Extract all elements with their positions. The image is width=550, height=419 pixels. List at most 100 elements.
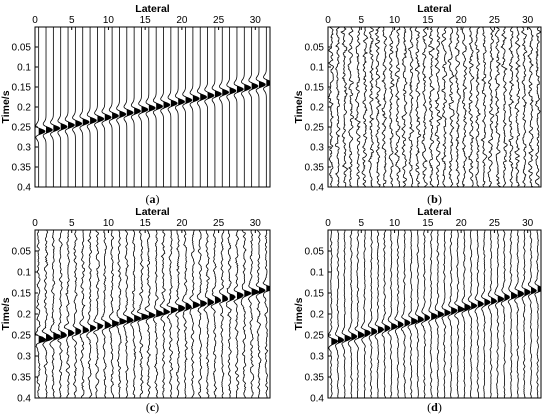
y-tick-label: 0.25 <box>305 123 325 134</box>
trace-6 <box>72 27 83 187</box>
trace-19 <box>166 230 179 398</box>
trace-15 <box>136 230 150 398</box>
event-fill-trace-12 <box>404 315 411 331</box>
y-tick-label: 0.05 <box>12 43 32 54</box>
event-fill-trace-6 <box>75 116 82 131</box>
y-tick-label: 0.1 <box>310 268 324 279</box>
event-fill-trace-1 <box>38 124 45 139</box>
event-fill-trace-26 <box>222 85 229 100</box>
trace-7 <box>367 230 378 398</box>
event-fill-trace-11 <box>397 317 404 333</box>
trace-32 <box>534 230 541 398</box>
y-tick-label: 0.3 <box>310 352 324 363</box>
event-fill-trace-29 <box>244 80 251 95</box>
x-tick-label: 20 <box>456 218 468 229</box>
trace-16 <box>145 27 156 187</box>
trace-28 <box>507 230 518 398</box>
event-fill-trace-26 <box>497 290 504 307</box>
event-fill-trace-31 <box>258 77 266 92</box>
trace-15 <box>421 27 428 187</box>
x-tick-label: 0 <box>325 218 331 229</box>
trace-2 <box>335 27 341 187</box>
x-tick-label: 5 <box>359 218 365 229</box>
trace-28 <box>508 27 515 187</box>
y-tick-label: 0.4 <box>17 394 31 405</box>
y-tick-label: 0.15 <box>305 83 325 94</box>
event-fill-trace-13 <box>126 311 134 328</box>
y-tick-label: 0.2 <box>17 310 31 321</box>
trace-19 <box>447 230 458 398</box>
trace-22 <box>189 27 200 187</box>
event-fill-trace-7 <box>82 115 90 130</box>
event-fill-trace-22 <box>471 298 477 314</box>
event-fill-trace-15 <box>141 102 148 117</box>
y-tick-label: 0.25 <box>12 331 32 342</box>
trace-9 <box>94 27 105 187</box>
y-tick-label: 0.2 <box>17 103 31 114</box>
event-fill-trace-30 <box>251 79 259 94</box>
x-tick-label: 15 <box>140 15 152 26</box>
event-fill-trace-17 <box>437 306 444 323</box>
trace-20 <box>454 27 461 187</box>
event-fill-trace-24 <box>207 88 214 103</box>
trace-18 <box>441 27 448 187</box>
event-fill-trace-21 <box>185 299 192 316</box>
event-fill-trace-28 <box>511 287 518 304</box>
event-fill-trace-10 <box>391 318 398 334</box>
trace-23 <box>474 230 484 398</box>
x-tick-label: 10 <box>103 15 115 26</box>
event-fill-trace-2 <box>337 331 344 348</box>
y-tick-label: 0.15 <box>12 289 32 300</box>
panel-caption: (b) <box>427 192 442 206</box>
trace-17 <box>434 27 443 187</box>
trace-25 <box>487 27 495 187</box>
trace-32 <box>534 27 541 187</box>
event-fill-trace-30 <box>251 284 260 301</box>
trace-7 <box>79 27 90 187</box>
trace-11 <box>394 27 401 187</box>
event-fill-trace-19 <box>451 303 458 320</box>
event-fill-trace-29 <box>517 285 524 302</box>
trace-30 <box>247 230 260 398</box>
event-fill-trace-4 <box>60 119 68 134</box>
trace-12 <box>116 27 127 187</box>
event-fill-trace-16 <box>148 100 156 116</box>
event-fill-trace-1 <box>331 333 338 350</box>
event-fill-trace-5 <box>68 325 75 342</box>
event-fill-trace-32 <box>266 75 270 91</box>
event-fill-trace-30 <box>524 284 531 301</box>
event-fill-trace-13 <box>411 312 418 329</box>
trace-26 <box>218 27 230 187</box>
event-fill-trace-13 <box>126 105 134 120</box>
event-fill-trace-2 <box>46 329 53 346</box>
event-fill-trace-27 <box>229 83 237 98</box>
trace-24 <box>480 230 491 398</box>
x-tick-label: 5 <box>69 15 75 26</box>
y-tick-label: 0.4 <box>310 394 324 405</box>
trace-20 <box>174 230 186 398</box>
trace-11 <box>394 230 404 398</box>
y-tick-label: 0.3 <box>310 143 324 154</box>
trace-4 <box>57 230 67 398</box>
event-fill-trace-27 <box>504 289 510 306</box>
event-fill-trace-10 <box>104 110 112 125</box>
y-axis-label: Time/s <box>0 297 12 330</box>
event-fill-trace-3 <box>53 121 60 136</box>
y-axis-label: Time/s <box>293 90 305 123</box>
trace-27 <box>226 27 237 187</box>
trace-27 <box>500 27 508 187</box>
trace-13 <box>407 230 419 398</box>
trace-10 <box>388 27 395 187</box>
trace-1 <box>35 27 46 187</box>
event-fill-trace-28 <box>236 287 244 304</box>
event-fill-trace-7 <box>82 322 89 339</box>
event-fill-trace-14 <box>134 104 141 119</box>
trace-10 <box>100 230 113 398</box>
trace-20 <box>454 230 465 398</box>
y-tick-label: 0.15 <box>12 83 32 94</box>
trace-30 <box>248 27 259 187</box>
x-tick-label: 30 <box>250 218 262 229</box>
trace-9 <box>381 27 388 187</box>
event-fill-trace-11 <box>112 315 119 331</box>
event-fill-trace-12 <box>119 107 126 122</box>
